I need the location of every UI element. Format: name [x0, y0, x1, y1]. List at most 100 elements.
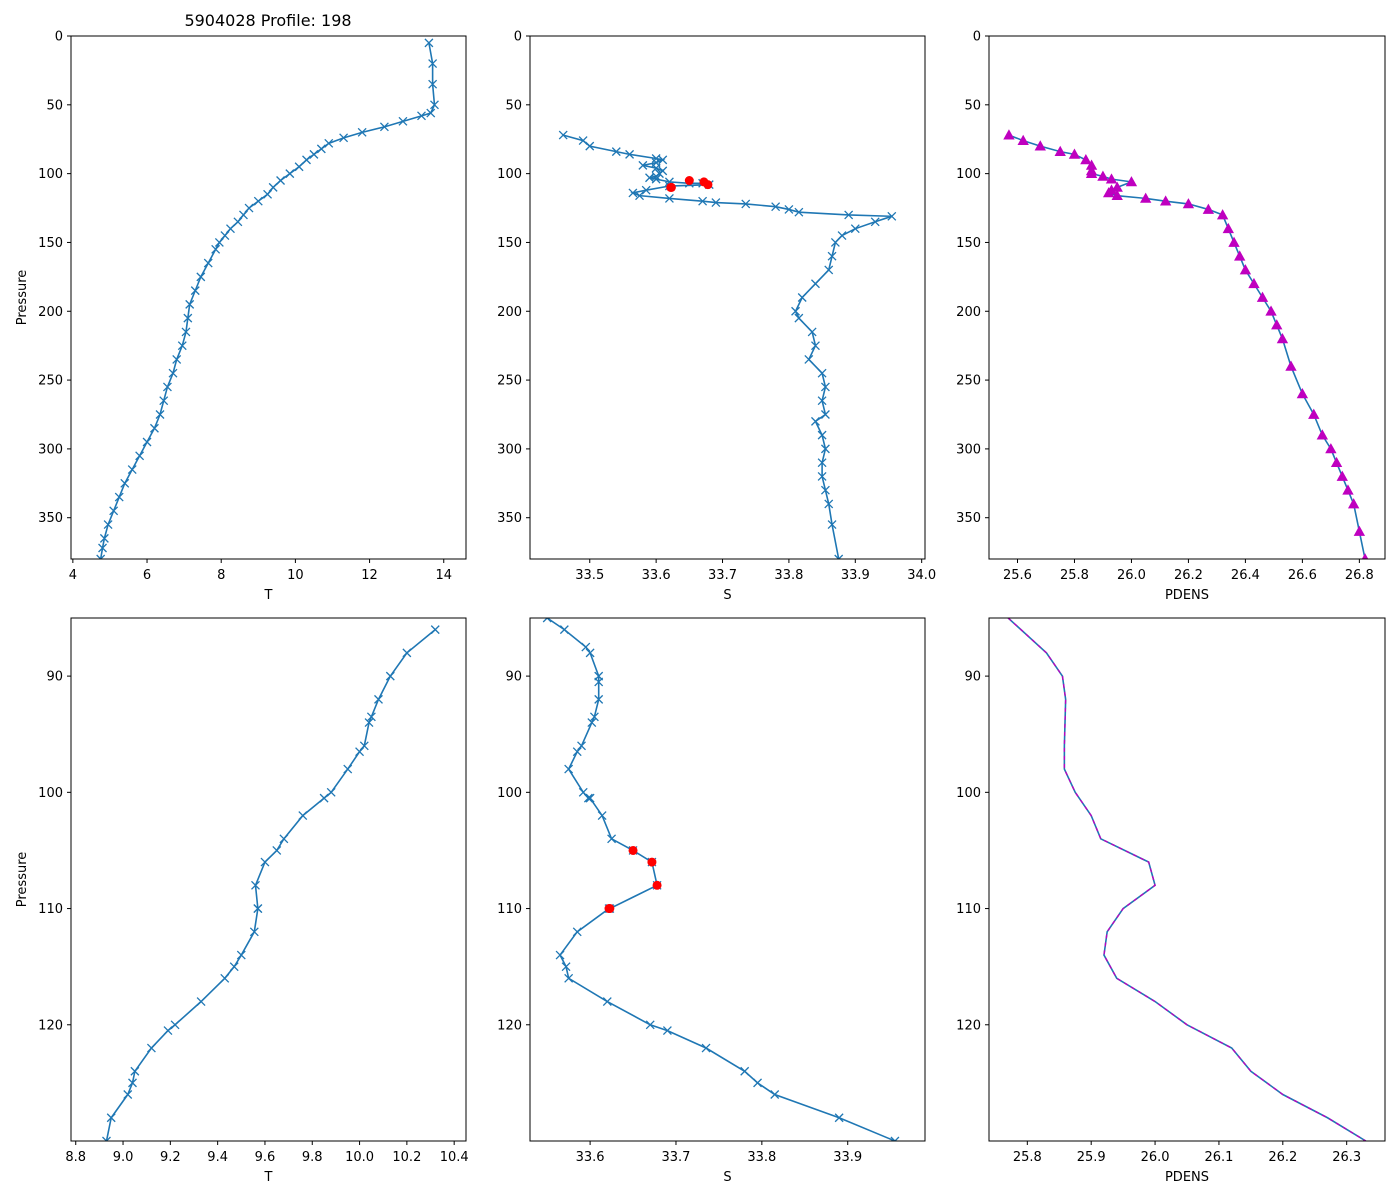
data-point [564, 764, 574, 774]
data-point [99, 533, 109, 543]
data-point [807, 327, 817, 337]
data-point [662, 1026, 672, 1036]
x-tick-label: 25.9 [1077, 1150, 1106, 1165]
data-point [817, 396, 827, 406]
data-point [651, 171, 661, 181]
data-point [253, 196, 263, 206]
data-point [741, 199, 751, 209]
x-axis-label: PDENS [1165, 1170, 1209, 1185]
y-tick-label: 100 [38, 786, 63, 801]
data-point [794, 207, 804, 217]
plot-area [558, 130, 897, 559]
data-point [602, 997, 612, 1006]
axes-frame [70, 617, 467, 1142]
data-point [558, 130, 568, 140]
data-point [1159, 195, 1172, 206]
panel-bottom-pdens: 25.8 25.9 26.0 26.1 26.2 26.3 90 100 110 120 PDENS [956, 617, 1386, 1185]
data-point [1276, 332, 1289, 344]
data-point [163, 1026, 173, 1036]
data-point [1336, 470, 1348, 481]
data-point [887, 211, 897, 221]
data-point [359, 741, 369, 751]
series-line-T [99, 42, 436, 559]
data-point [770, 1090, 780, 1099]
data-point [185, 299, 195, 309]
data-point [100, 1143, 108, 1151]
data-point [635, 191, 644, 201]
x-tick-label: 14 [435, 568, 452, 583]
data-point [555, 950, 565, 960]
x-tick-label: 10.0 [345, 1150, 374, 1165]
x-tick-label: 26.8 [1345, 568, 1374, 583]
data-point [428, 79, 438, 89]
axes-frame [529, 35, 926, 560]
x-tick-label: 33.5 [575, 568, 604, 583]
data-point [135, 451, 145, 461]
flagged-point [652, 880, 662, 890]
data-point [1111, 189, 1123, 201]
y-tick-label: 110 [497, 902, 522, 917]
series-line-T [105, 629, 436, 1141]
series-line-PDENS [1007, 618, 1367, 1141]
data-point [1285, 360, 1297, 371]
flagged-point [666, 182, 676, 192]
axes-frame [988, 35, 1386, 560]
data-point [830, 237, 840, 247]
x-tick-label: 26.0 [1117, 568, 1146, 583]
data-point [817, 368, 827, 378]
x-tick-label: 26.2 [1174, 568, 1203, 583]
x-axis-label: T [264, 588, 273, 603]
data-point [1316, 429, 1328, 440]
y-tick-label: 250 [497, 374, 522, 389]
y-tick-label: 120 [956, 1018, 981, 1033]
data-point [811, 416, 820, 426]
data-point [1034, 140, 1046, 151]
panel-top-s: 33.5 33.6 33.7 33.8 33.9 34.0 0 50 100 150 200 250 3… [497, 30, 936, 604]
data-point [581, 642, 591, 652]
y-tick-label: 120 [497, 1018, 522, 1033]
data-point [379, 122, 389, 132]
data-point [811, 341, 820, 351]
data-point [820, 485, 830, 495]
data-point [355, 747, 365, 757]
y-tick-label: 350 [38, 511, 63, 526]
data-point [366, 712, 376, 722]
x-tick-label: 10 [287, 568, 304, 583]
data-point [285, 169, 295, 179]
y-tick-label: 90 [964, 670, 981, 685]
y-tick-label: 100 [497, 167, 522, 182]
plot-area [542, 618, 900, 1141]
data-point [1216, 209, 1229, 220]
data-point [229, 962, 239, 972]
data-point [1342, 484, 1354, 495]
data-point [1140, 192, 1152, 203]
data-point [1271, 319, 1283, 330]
data-point [172, 354, 182, 364]
y-tick-label: 100 [38, 167, 63, 182]
data-point [817, 458, 827, 468]
data-point [374, 694, 383, 704]
x-tick-label: 25.6 [1003, 568, 1032, 583]
data-point [791, 306, 801, 316]
data-point [820, 382, 830, 392]
data-point [1054, 145, 1066, 157]
y-tick-label: 300 [497, 442, 522, 457]
data-point [1256, 291, 1269, 302]
data-point [1003, 129, 1015, 140]
data-point [326, 787, 336, 797]
data-point [127, 465, 137, 474]
data-point [426, 108, 436, 118]
data-point [190, 286, 200, 296]
data-point [103, 520, 113, 530]
data-point [564, 973, 574, 983]
data-point [664, 193, 674, 203]
data-point [1308, 408, 1320, 419]
data-point [253, 904, 263, 914]
x-tick-label: 9.6 [255, 1150, 276, 1165]
data-point [578, 136, 588, 146]
data-point [123, 1090, 133, 1099]
x-tick-label: 10.2 [392, 1150, 421, 1165]
data-point [294, 162, 304, 172]
data-point [651, 174, 661, 184]
